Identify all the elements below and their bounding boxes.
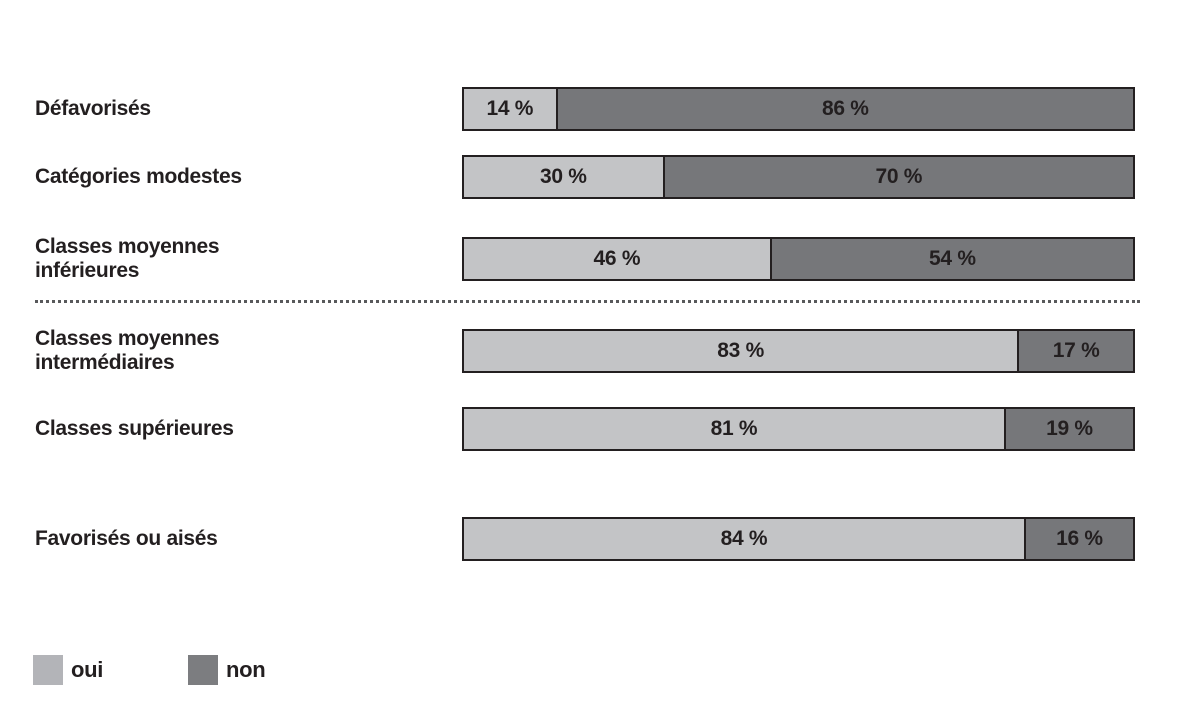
segment-value-label: 30 % bbox=[540, 165, 587, 188]
bar-segment-oui: 30 % bbox=[464, 157, 665, 197]
segment-value-label: 14 % bbox=[486, 97, 534, 120]
category-label-line: Classes supérieures bbox=[35, 417, 234, 440]
bar-segment-oui: 81 % bbox=[464, 409, 1006, 449]
stacked-bar: 30 % 70 % bbox=[462, 155, 1135, 199]
bar-segment-oui: 46 % bbox=[464, 239, 772, 279]
chart-row-classes-superieures: Classes supérieures 81 % 19 % bbox=[0, 407, 1182, 451]
chart-row-classes-moyennes-intermediaires: Classes moyennes intermédiaires 83 % 17 … bbox=[0, 327, 1182, 374]
category-label-line: Classes moyennes bbox=[35, 327, 220, 350]
category-label: Classes supérieures bbox=[35, 407, 234, 451]
bar-segment-non: 70 % bbox=[664, 157, 1133, 197]
segment-value-label: 70 % bbox=[875, 165, 923, 188]
legend-item-oui: oui bbox=[33, 655, 103, 685]
legend-item-non: non bbox=[188, 655, 266, 685]
bar-segment-oui: 83 % bbox=[464, 331, 1020, 371]
category-label-line: Catégories modestes bbox=[35, 165, 242, 188]
bar-segment-non: 17 % bbox=[1019, 331, 1133, 371]
segment-value-label: 46 % bbox=[593, 247, 641, 270]
legend-swatch-oui bbox=[33, 655, 63, 685]
segment-value-label: 54 % bbox=[929, 247, 976, 270]
category-label: Classes moyennes inférieures bbox=[35, 235, 220, 282]
category-label: Défavorisés bbox=[35, 87, 151, 131]
segment-value-label: 19 % bbox=[1046, 417, 1093, 440]
segment-value-label: 83 % bbox=[717, 339, 764, 362]
stacked-bar: 81 % 19 % bbox=[462, 407, 1135, 451]
category-label-line: Classes moyennes bbox=[35, 235, 220, 258]
chart-row-defavorises: Défavorisés 14 % 86 % bbox=[0, 87, 1182, 131]
category-label-line: inférieures bbox=[35, 259, 140, 282]
bar-segment-non: 86 % bbox=[557, 89, 1133, 129]
legend-label-oui: oui bbox=[71, 657, 104, 682]
bar-segment-non: 19 % bbox=[1005, 409, 1133, 449]
bar-segment-oui: 14 % bbox=[464, 89, 558, 129]
category-label-line: Défavorisés bbox=[35, 97, 151, 120]
segment-value-label: 17 % bbox=[1052, 339, 1100, 362]
dotted-divider bbox=[35, 300, 1140, 303]
stacked-bar: 46 % 54 % bbox=[462, 237, 1135, 281]
bar-segment-non: 16 % bbox=[1025, 519, 1133, 559]
bar-segment-oui: 84 % bbox=[464, 519, 1026, 559]
category-label: Catégories modestes bbox=[35, 155, 242, 199]
stacked-bar: 83 % 17 % bbox=[462, 329, 1135, 373]
segment-value-label: 84 % bbox=[720, 527, 768, 550]
segment-value-label: 81 % bbox=[710, 417, 758, 440]
legend-swatch-non bbox=[188, 655, 218, 685]
category-label: Favorisés ou aisés bbox=[35, 517, 218, 561]
category-label-line: intermédiaires bbox=[35, 351, 175, 374]
segment-value-label: 16 % bbox=[1056, 527, 1103, 550]
category-label-line: Favorisés ou aisés bbox=[35, 527, 218, 550]
chart-row-classes-moyennes-inferieures: Classes moyennes inférieures 46 % 54 % bbox=[0, 235, 1182, 282]
segment-value-label: 86 % bbox=[821, 97, 869, 120]
stacked-bar: 14 % 86 % bbox=[462, 87, 1135, 131]
stacked-bar: 84 % 16 % bbox=[462, 517, 1135, 561]
bar-segment-non: 54 % bbox=[771, 239, 1133, 279]
chart-row-favorises-ou-aises: Favorisés ou aisés 84 % 16 % bbox=[0, 517, 1182, 561]
chart-row-categories-modestes: Catégories modestes 30 % 70 % bbox=[0, 155, 1182, 199]
legend-label-non: non bbox=[226, 657, 266, 682]
category-label: Classes moyennes intermédiaires bbox=[35, 327, 220, 374]
